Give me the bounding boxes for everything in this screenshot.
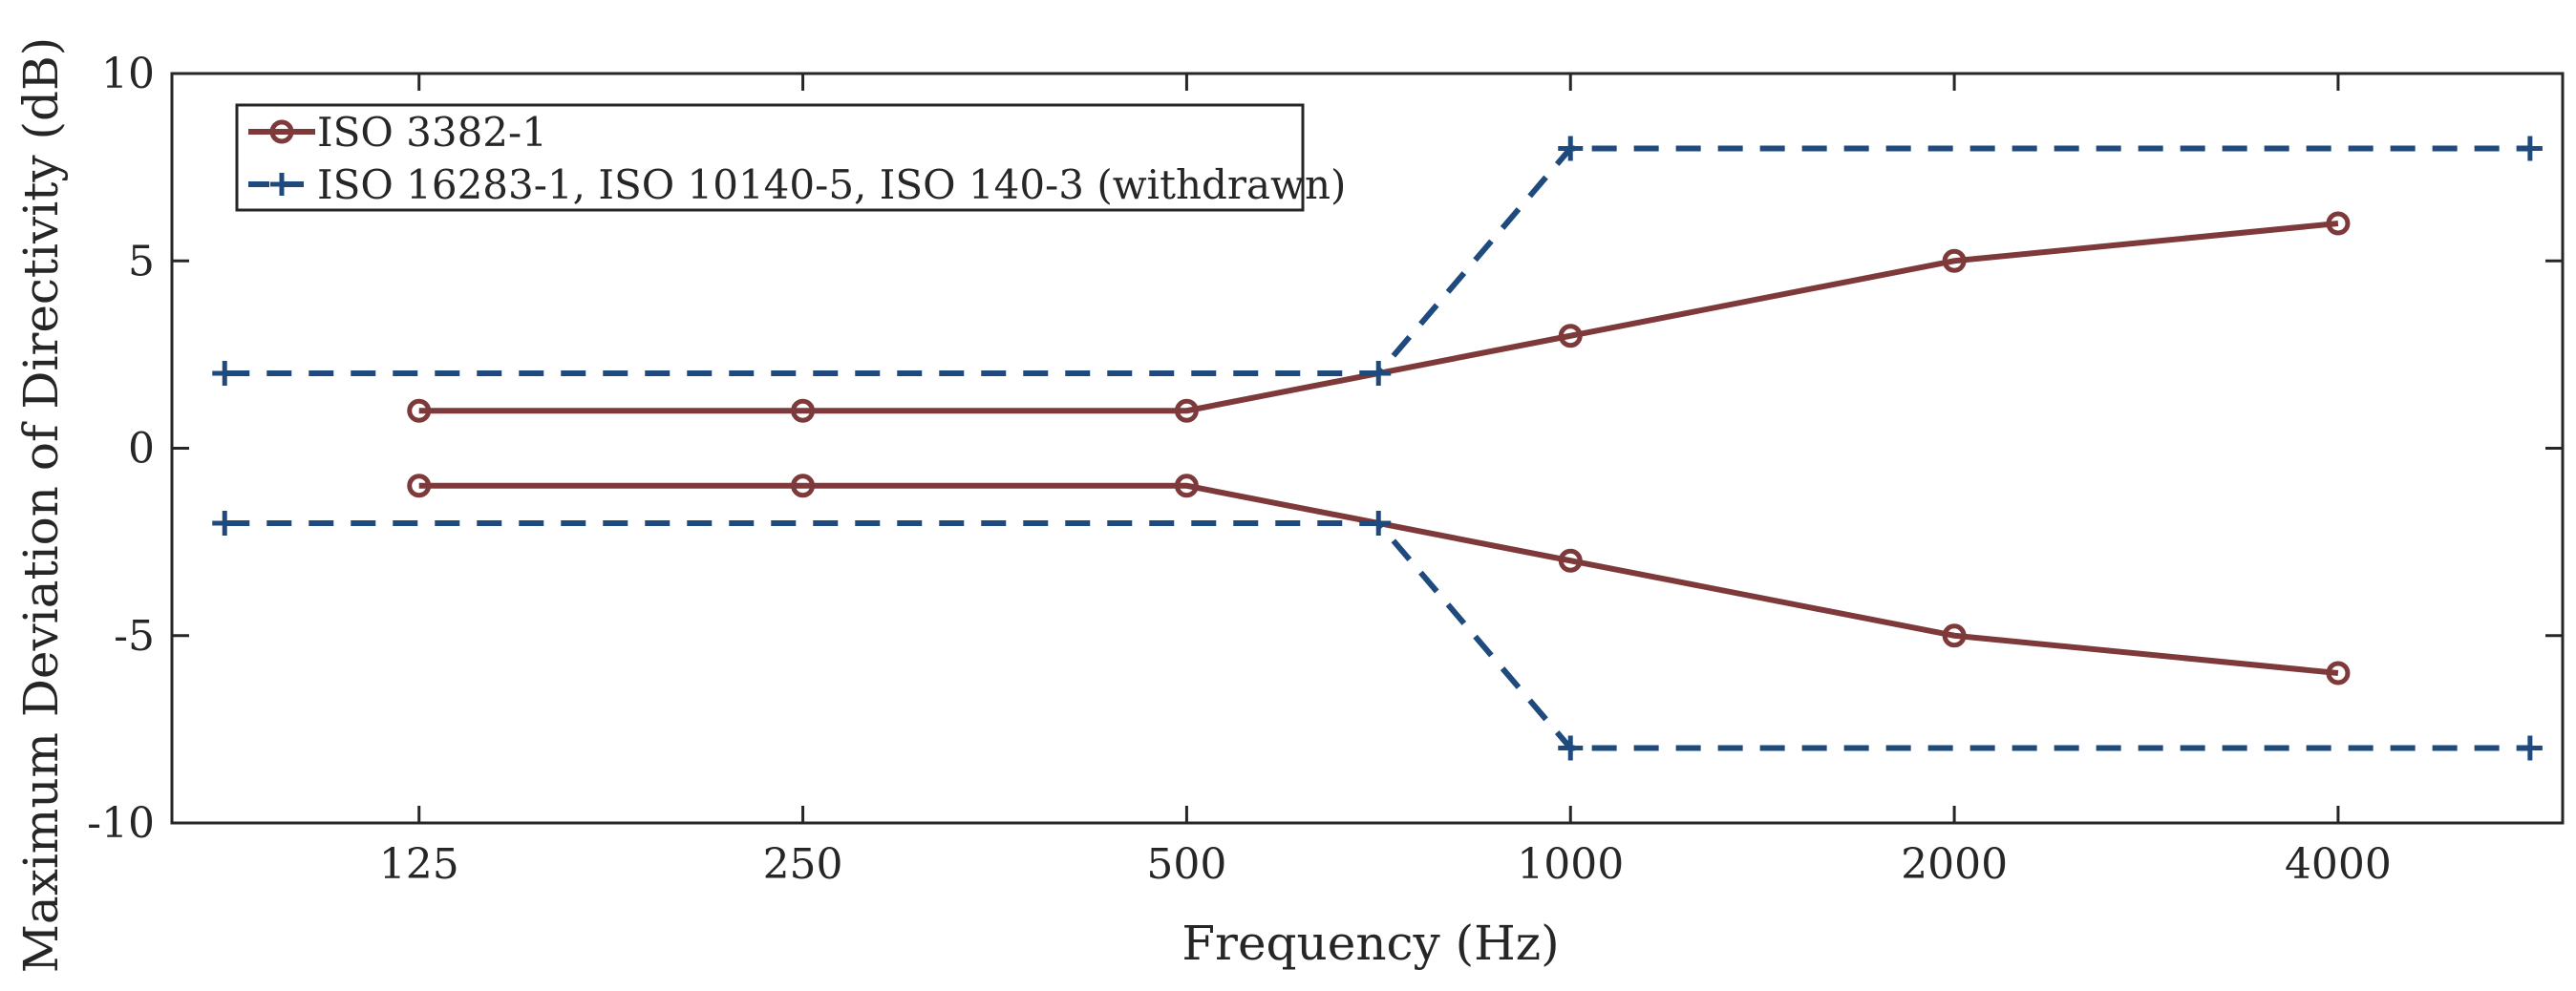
marker-iso-16283-lower-1	[1366, 511, 1392, 536]
legend-swatch-marker-iso-3382	[269, 119, 294, 144]
legend-box	[235, 103, 1305, 212]
legend-label-iso-3382: ISO 3382-1	[317, 109, 547, 156]
x-tick-label-500: 500	[1146, 840, 1226, 889]
legend: ISO 3382-1 ISO 16283-1, ISO 10140-5, ISO…	[235, 103, 1346, 212]
marker-iso-16283-upper-1	[1366, 361, 1392, 386]
marker-iso-16283-upper-2	[1558, 136, 1584, 161]
marker-iso-3382-upper-1	[791, 398, 816, 423]
marker-iso-3382-lower-0	[407, 474, 432, 498]
marker-iso-3382-upper-5	[2326, 211, 2351, 236]
y-tick-label--10: -10	[87, 799, 155, 848]
y-tick-label-0: 0	[128, 425, 155, 474]
marker-iso-16283-upper-3	[2517, 136, 2543, 161]
x-axis-label: Frequency (Hz)	[1182, 916, 1559, 971]
y-axis-label: Maximum Deviation of Directivity (dB)	[13, 37, 69, 974]
marker-iso-3382-lower-4	[1942, 623, 1967, 648]
y-tick-label-5: 5	[128, 237, 155, 285]
legend-label-iso-16283: ISO 16283-1, ISO 10140-5, ISO 140-3 (wit…	[317, 161, 1346, 208]
marker-iso-16283-lower-3	[2517, 735, 2543, 761]
marker-iso-3382-upper-3	[1558, 324, 1583, 348]
marker-iso-16283-upper-0	[212, 361, 238, 386]
plot-area: 125 250 500 1000 2000 4000 -10 -5 0 5 10	[87, 50, 2565, 889]
x-tick-label-1000: 1000	[1517, 840, 1624, 889]
marker-iso-3382-upper-2	[1174, 398, 1199, 423]
x-tick-label-250: 250	[763, 840, 843, 889]
y-axis-label-group: Maximum Deviation of Directivity (dB)	[13, 37, 69, 974]
y-tick-label--5: -5	[114, 612, 155, 661]
marker-iso-3382-upper-0	[407, 398, 432, 423]
marker-iso-16283-lower-0	[212, 511, 238, 536]
x-tick-label-2000: 2000	[1901, 840, 2008, 889]
y-tick-label-10: 10	[101, 50, 155, 98]
marker-iso-3382-upper-4	[1942, 248, 1967, 273]
legend-swatch-marker-iso-16283	[270, 173, 293, 196]
marker-iso-3382-lower-1	[791, 474, 816, 498]
marker-iso-3382-lower-2	[1174, 474, 1199, 498]
legend-entry-iso-16283: ISO 16283-1, ISO 10140-5, ISO 140-3 (wit…	[248, 161, 1346, 208]
marker-iso-3382-lower-3	[1558, 548, 1583, 573]
marker-iso-16283-lower-2	[1558, 735, 1584, 761]
marker-iso-3382-lower-5	[2326, 661, 2351, 685]
legend-entry-iso-3382: ISO 3382-1	[248, 109, 547, 156]
x-tick-label-125: 125	[379, 840, 459, 889]
x-tick-label-4000: 4000	[2285, 840, 2392, 889]
